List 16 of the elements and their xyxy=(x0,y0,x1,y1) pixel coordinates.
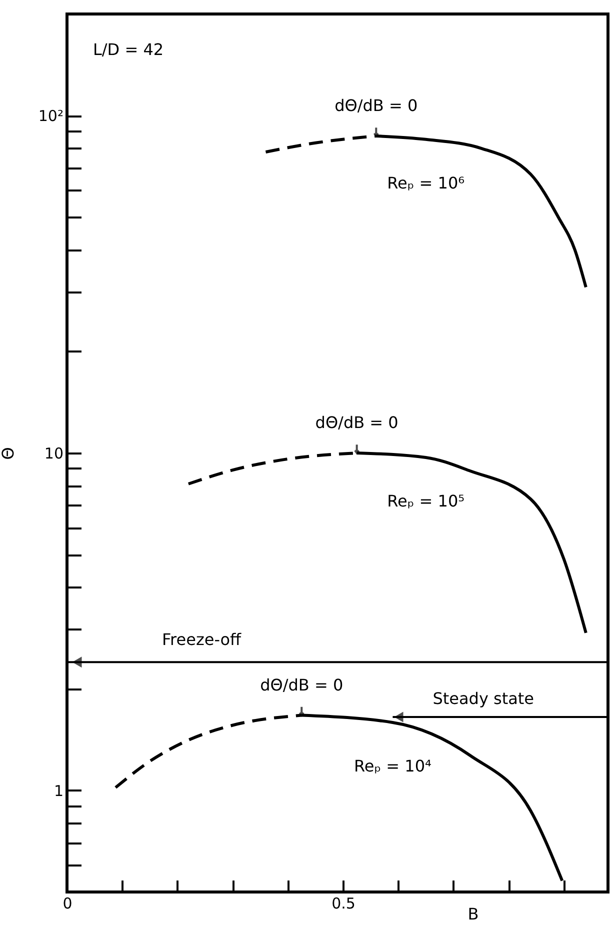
annotation: dΘ/dB = 0 xyxy=(334,96,418,115)
series-label: Reₚ = 10⁵ xyxy=(387,491,465,510)
y-tick-label: 1 xyxy=(54,782,64,800)
x-axis-title: B xyxy=(468,904,479,924)
series-label: Reₚ = 10⁶ xyxy=(387,173,465,192)
annotation: L/D = 42 xyxy=(93,40,164,59)
y-tick-label: 10 xyxy=(44,444,64,462)
series-label: Reₚ = 10⁴ xyxy=(354,756,432,776)
y-tick-label: 10² xyxy=(38,107,64,126)
annotation: dΘ/dB = 0 xyxy=(315,413,398,432)
x-tick-label: 0.5 xyxy=(332,894,356,912)
ref-line-label: Freeze-off xyxy=(162,630,242,650)
x-tick-label: 0 xyxy=(62,894,72,912)
y-axis-title: Θ xyxy=(0,447,18,460)
annotation: Steady state xyxy=(432,689,534,708)
annotation: dΘ/dB = 0 xyxy=(260,675,344,694)
